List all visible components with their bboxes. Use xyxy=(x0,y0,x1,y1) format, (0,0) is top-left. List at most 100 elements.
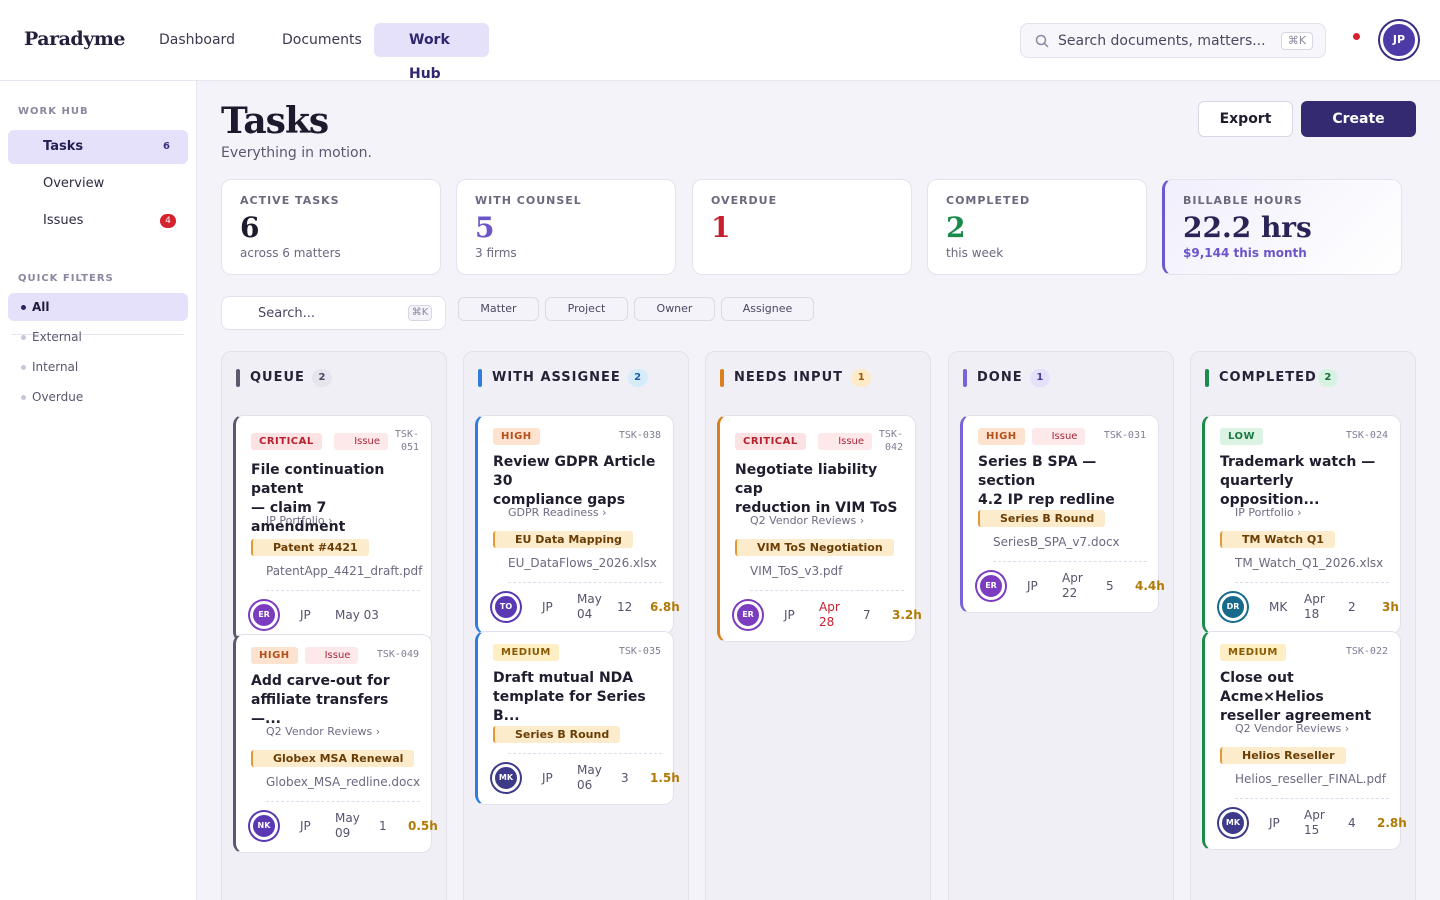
create-button[interactable]: Create xyxy=(1301,101,1416,137)
avatar-initials: ER xyxy=(985,581,997,590)
due-date-part: Apr xyxy=(1304,592,1325,606)
assignee-avatar[interactable]: DR xyxy=(1219,593,1247,621)
stat-label: COMPLETED xyxy=(946,194,1031,207)
priority-badge: HIGH xyxy=(493,428,540,445)
quick-filter-external[interactable]: External xyxy=(8,323,188,351)
task-card[interactable]: LOW TSK-024 Trademark watch — quarterly opp… xyxy=(1202,415,1401,634)
assignee-avatar[interactable]: MK xyxy=(492,764,520,792)
project-breadcrumb[interactable]: Q2 Vendor Reviews › xyxy=(1235,722,1350,735)
task-title-line: — claim 7 amendment xyxy=(251,500,346,535)
logged-hours: 0.5h xyxy=(408,819,438,833)
stat-subtext: 3 firms xyxy=(475,246,517,260)
page-title: Tasks xyxy=(221,100,329,142)
project-breadcrumb[interactable]: Q2 Vendor Reviews › xyxy=(266,725,381,738)
global-search-input[interactable]: Search documents, matters... ⌘K xyxy=(1020,23,1326,58)
quick-filter-overdue[interactable]: Overdue xyxy=(8,383,188,411)
matter-tag[interactable]: Patent #4421 xyxy=(251,539,369,556)
assignee-avatar[interactable]: NK xyxy=(250,812,278,840)
stat-label: WITH COUNSEL xyxy=(475,194,582,207)
project-breadcrumb[interactable]: IP Portfolio › xyxy=(1235,506,1302,519)
task-title-line: Close out Acme×Helios xyxy=(1220,670,1324,705)
attached-file[interactable]: TM_Watch_Q1_2026.xlsx xyxy=(1235,556,1384,570)
comment-count: 5 xyxy=(1106,579,1114,593)
assignee-avatar[interactable]: MK xyxy=(1219,809,1247,837)
task-id-line: TSK-035 xyxy=(618,646,661,657)
due-date: Apr 22 xyxy=(1062,571,1083,601)
task-title[interactable]: Negotiate liability cap reduction in VIM … xyxy=(735,461,907,518)
matter-tag[interactable]: Globex MSA Renewal xyxy=(251,750,415,767)
task-card[interactable]: CRITICAL Issue TSK- 042 Negotiate liability … xyxy=(717,415,922,642)
task-title-line: Series B SPA — section xyxy=(978,454,1097,489)
issue-badge: Issue xyxy=(818,433,873,450)
attached-file[interactable]: EU_DataFlows_2026.xlsx xyxy=(508,556,657,570)
app-logo[interactable]: Paradyme xyxy=(24,28,125,50)
stat-label: ACTIVE TASKS xyxy=(240,194,340,207)
matter-tag[interactable]: Helios Reseller xyxy=(1220,747,1346,764)
nav-dashboard[interactable]: Dashboard xyxy=(159,32,235,48)
task-card[interactable]: CRITICAL Issue TSK- 051 File continuation pa… xyxy=(233,415,432,642)
sidebar-section-title: WORK HUB xyxy=(18,106,89,117)
attached-file[interactable]: Globex_MSA_redline.docx xyxy=(266,775,421,789)
project-breadcrumb[interactable]: GDPR Readiness › xyxy=(508,506,607,519)
task-card[interactable]: HIGH TSK-038 Review GDPR Article 30 complia… xyxy=(475,415,680,634)
sidebar-item-issues[interactable]: Issues 4 xyxy=(8,204,188,238)
filter-chip-assignee[interactable]: Assignee xyxy=(721,297,814,321)
assignee-avatar[interactable]: ER xyxy=(250,601,278,629)
quick-filter-internal[interactable]: Internal xyxy=(8,353,188,381)
task-title[interactable]: Add carve-out for affiliate transfers —..… xyxy=(251,672,423,729)
sidebar-item-label: Tasks xyxy=(43,139,84,154)
task-title[interactable]: Draft mutual NDA template for Series B... xyxy=(493,669,665,726)
matter-tag[interactable]: TM Watch Q1 xyxy=(1220,531,1335,548)
task-card[interactable]: HIGH Issue TSK-049 Add carve-out for affilia… xyxy=(233,634,438,853)
nav-documents[interactable]: Documents xyxy=(282,32,362,48)
project-breadcrumb[interactable]: Q2 Vendor Reviews › xyxy=(750,514,865,527)
sidebar-item-overview[interactable]: Overview xyxy=(8,167,188,201)
task-id: TSK-024 xyxy=(1346,429,1388,442)
task-card[interactable]: MEDIUM TSK-035 Draft mutual NDA template fo… xyxy=(475,631,680,805)
due-date-part: 04 xyxy=(577,607,593,621)
assignee-avatar[interactable]: TO xyxy=(492,593,520,621)
task-title-line: reduction in VIM ToS xyxy=(735,500,898,516)
bullet-icon xyxy=(21,365,26,370)
attached-file[interactable]: VIM_ToS_v3.pdf xyxy=(750,564,843,578)
matter-tag[interactable]: Series B Round xyxy=(493,726,621,743)
card-divider xyxy=(1235,582,1389,583)
user-avatar[interactable]: JP xyxy=(1380,21,1418,59)
stat-value: 6 xyxy=(240,211,260,244)
sidebar-item-tasks[interactable]: Tasks 6 xyxy=(8,130,188,164)
task-id-line: TSK- xyxy=(394,429,419,440)
nav-work-hub[interactable]: Work Hub xyxy=(374,23,489,82)
filter-chip-project[interactable]: Project xyxy=(545,297,628,321)
attached-file[interactable]: PatentApp_4421_draft.pdf xyxy=(266,564,423,578)
task-card[interactable]: HIGH Issue TSK-031 Series B SPA — section 4.… xyxy=(960,415,1165,613)
assignee-avatar[interactable]: ER xyxy=(977,572,1005,600)
bullet-icon xyxy=(21,305,26,310)
card-divider xyxy=(266,801,420,802)
assignee-avatar[interactable]: ER xyxy=(734,601,762,629)
task-id-line: TSK-022 xyxy=(1345,646,1388,657)
due-date-part: 09 xyxy=(335,826,351,840)
task-title[interactable]: Close out Acme×Helios reseller agreement xyxy=(1220,669,1392,726)
task-title-line: Review GDPR Article 30 xyxy=(493,454,656,489)
filter-chip-owner[interactable]: Owner xyxy=(634,297,715,321)
attached-file[interactable]: SeriesB_SPA_v7.docx xyxy=(993,535,1120,549)
comment-count: 3 xyxy=(621,771,629,785)
matter-tag[interactable]: VIM ToS Negotiation xyxy=(735,539,894,556)
task-search-input[interactable]: Search... ⌘K xyxy=(221,296,446,330)
quick-filter-all[interactable]: All xyxy=(8,293,188,321)
stat-value: 1 xyxy=(711,211,731,244)
card-divider xyxy=(993,561,1147,562)
matter-tag[interactable]: Series B Round xyxy=(978,510,1106,527)
task-card[interactable]: MEDIUM TSK-022 Close out Acme×Helios resell… xyxy=(1202,631,1407,850)
task-title[interactable]: Trademark watch — quarterly opposition... xyxy=(1220,453,1392,510)
task-title[interactable]: Review GDPR Article 30 compliance gaps xyxy=(493,453,665,510)
matter-tag[interactable]: EU Data Mapping xyxy=(493,531,633,548)
quick-filter-label: Internal xyxy=(32,360,79,374)
column-color-bar xyxy=(1205,369,1209,387)
attached-file[interactable]: Helios_reseller_FINAL.pdf xyxy=(1235,772,1386,786)
project-breadcrumb[interactable]: IP Portfolio › xyxy=(266,514,333,527)
task-title[interactable]: File continuation patent — claim 7 amendm… xyxy=(251,461,423,537)
task-title[interactable]: Series B SPA — section 4.2 IP rep redline xyxy=(978,453,1150,510)
filter-chip-matter[interactable]: Matter xyxy=(458,297,539,321)
export-button[interactable]: Export xyxy=(1198,101,1293,137)
